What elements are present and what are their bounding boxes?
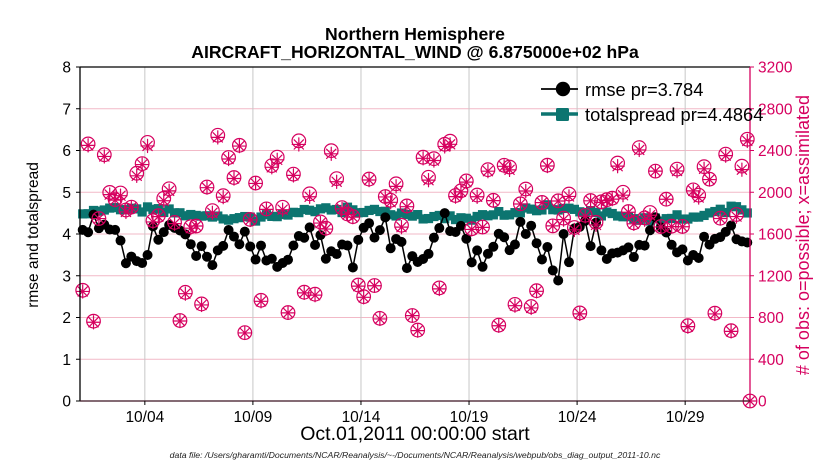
svg-text:4: 4 <box>62 227 71 244</box>
svg-text:Northern Hemisphere: Northern Hemisphere <box>325 24 505 44</box>
svg-text:totalspread pr=4.4864: totalspread pr=4.4864 <box>585 104 763 125</box>
svg-text:1: 1 <box>62 352 71 369</box>
svg-text:2: 2 <box>62 310 71 327</box>
svg-text:7: 7 <box>62 101 71 118</box>
svg-text:1200: 1200 <box>758 268 793 285</box>
svg-text:5: 5 <box>62 185 71 202</box>
svg-text:Oct.01,2011 00:00:00 start: Oct.01,2011 00:00:00 start <box>300 423 530 445</box>
svg-text:8: 8 <box>62 60 71 77</box>
svg-text:10/09: 10/09 <box>234 409 273 426</box>
svg-text:2000: 2000 <box>758 185 793 202</box>
svg-text:1600: 1600 <box>758 227 793 244</box>
svg-text:10/24: 10/24 <box>558 409 597 426</box>
svg-text:rmse pr=3.784: rmse pr=3.784 <box>585 79 703 100</box>
svg-text:800: 800 <box>758 310 784 327</box>
svg-text:0: 0 <box>62 394 71 411</box>
svg-text:0: 0 <box>758 394 767 411</box>
svg-text:6: 6 <box>62 143 71 160</box>
svg-text:3: 3 <box>62 268 71 285</box>
svg-text:400: 400 <box>758 352 784 369</box>
svg-text:# of obs: o=possible; x=assimi: # of obs: o=possible; x=assimilated <box>793 95 813 375</box>
svg-text:data file: /Users/gharamti/Doc: data file: /Users/gharamti/Documents/NCA… <box>170 450 661 460</box>
svg-text:AIRCRAFT_HORIZONTAL_WIND @ 6.8: AIRCRAFT_HORIZONTAL_WIND @ 6.875000e+02 … <box>191 42 639 62</box>
svg-text:2400: 2400 <box>758 143 793 160</box>
svg-text:3200: 3200 <box>758 60 793 77</box>
svg-text:10/04: 10/04 <box>125 409 164 426</box>
svg-text:rmse and totalspread: rmse and totalspread <box>25 162 42 308</box>
svg-text:10/29: 10/29 <box>666 409 705 426</box>
